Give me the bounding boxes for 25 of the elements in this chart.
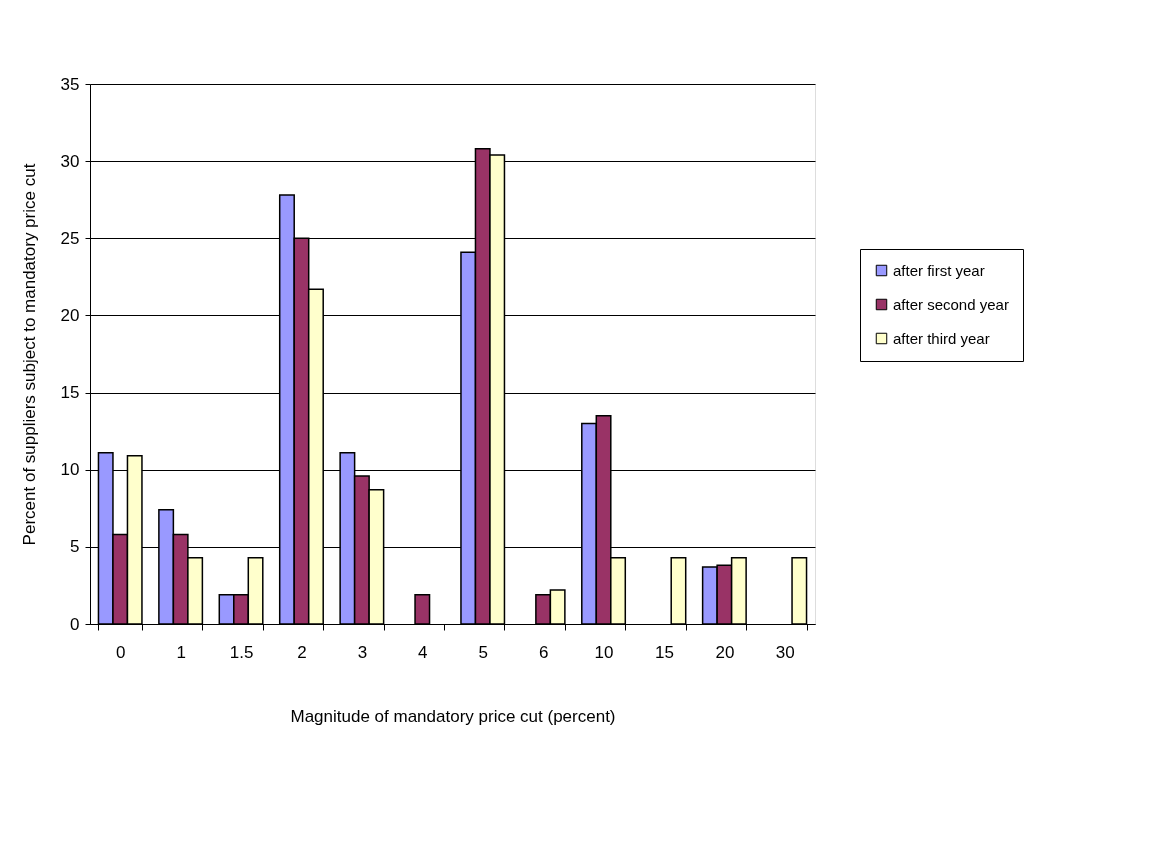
x-tick-label: 1 xyxy=(176,642,186,662)
y-axis-title: Percent of suppliers subject to mandatory price cut xyxy=(19,163,39,546)
x-tick-label: 6 xyxy=(538,642,549,662)
y-tick-label: 0 xyxy=(70,614,80,634)
x-tick-label: 2 xyxy=(297,642,307,662)
legend-label: after first year xyxy=(893,261,985,279)
y-tick-label: 35 xyxy=(60,74,80,94)
x-tick-label: 5 xyxy=(478,642,488,662)
x-tick-label: 3 xyxy=(357,642,368,662)
y-tick-label: 20 xyxy=(60,305,80,325)
y-tick-label: 10 xyxy=(60,460,80,480)
x-tick-label: 30 xyxy=(775,642,795,662)
y-tick-label: 5 xyxy=(70,537,80,557)
x-tick-label: 15 xyxy=(655,642,674,662)
x-tick-label: 1.5 xyxy=(229,642,254,662)
x-tick-label: 20 xyxy=(715,642,735,662)
legend-label: after second year xyxy=(893,295,1009,313)
x-axis-title: Magnitude of mandatory price cut (percent) xyxy=(290,706,616,726)
y-tick-label: 30 xyxy=(60,151,80,171)
legend-label: after third year xyxy=(893,329,990,347)
x-tick-label: 4 xyxy=(418,642,428,662)
y-tick-label: 15 xyxy=(60,383,80,403)
x-tick-label: 10 xyxy=(594,642,614,662)
x-tick-label: 0 xyxy=(115,642,126,662)
y-tick-label: 25 xyxy=(60,228,80,248)
